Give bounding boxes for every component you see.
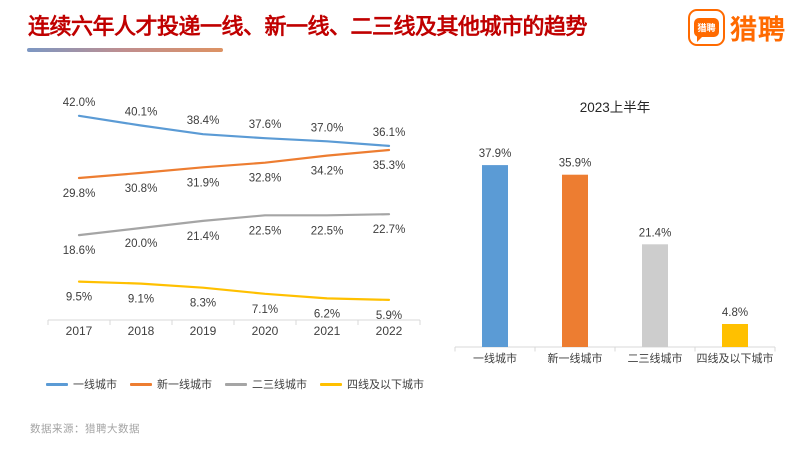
line-chart-legend: 一线城市 新一线城市 二三线城市 四线及以下城市: [40, 376, 430, 392]
bar-category-label: 新一线城市: [548, 351, 603, 365]
legend-item-0: 一线城市: [46, 376, 117, 392]
bar-2: [642, 244, 668, 347]
bar-0: [482, 165, 508, 347]
line-chart: 2017 2018 2019 2020 2021 2022 42.0% 40.1% 38.4% 3…: [47, 97, 421, 338]
data-label: 37.6%: [249, 119, 282, 131]
data-label: 21.4%: [187, 231, 220, 243]
line-series-3: [77, 280, 391, 301]
data-label: 18.6%: [63, 245, 96, 257]
x-axis-label: 2021: [314, 324, 341, 338]
data-label: 9.1%: [128, 294, 154, 306]
data-label: 7.1%: [252, 304, 278, 316]
data-label: 22.5%: [311, 225, 344, 237]
line-series-0: [77, 114, 391, 147]
data-label: 22.5%: [249, 225, 282, 237]
data-label: 42.0%: [63, 97, 96, 109]
data-label: 20.0%: [125, 238, 158, 250]
legend-line-marker: [130, 382, 152, 386]
legend-item-1: 新一线城市: [130, 376, 212, 392]
data-label: 30.8%: [125, 183, 158, 195]
data-label: 37.0%: [311, 122, 344, 134]
x-axis-label: 2020: [252, 324, 279, 338]
data-label: 35.3%: [373, 160, 406, 172]
data-label: 31.9%: [187, 177, 220, 189]
data-label: 29.8%: [63, 188, 96, 200]
liepin-wordmark: 猎聘: [730, 15, 786, 45]
bar-chart-title: 2023上半年: [579, 100, 651, 115]
data-label: 5.9%: [376, 310, 402, 322]
data-label: 36.1%: [373, 127, 406, 139]
data-label: 40.1%: [125, 107, 158, 119]
legend-label: 一线城市: [73, 379, 117, 391]
x-axis-label: 2017: [66, 324, 93, 338]
bar-1: [562, 174, 588, 347]
data-label: 22.7%: [373, 224, 406, 236]
bar-category-label: 一线城市: [473, 351, 517, 365]
data-label: 32.8%: [249, 173, 282, 185]
data-source-note: 数据来源：猎聘大数据: [30, 423, 140, 435]
legend-label: 二三线城市: [252, 379, 307, 391]
legend-label: 四线及以下城市: [347, 379, 424, 391]
bar-chart: 37.9% 一线城市 35.9% 新一线城市 21.4% 二三线城市 4.8% 四线及以下城市: [454, 148, 776, 365]
x-axis-label: 2018: [128, 324, 155, 338]
liepin-logo-icon: 猎聘: [688, 9, 725, 46]
bar-value-label: 4.8%: [722, 307, 748, 319]
data-label: 38.4%: [187, 115, 220, 127]
liepin-logo: 猎聘 猎聘: [688, 8, 786, 47]
bar-category-label: 四线及以下城市: [697, 351, 774, 365]
bar-value-label: 37.9%: [479, 148, 512, 160]
legend-item-2: 二三线城市: [225, 376, 307, 392]
bar-value-label: 21.4%: [639, 227, 672, 239]
bar-3: [722, 324, 748, 347]
legend-line-marker: [46, 382, 68, 386]
legend-line-marker: [320, 382, 342, 386]
bar-value-label: 35.9%: [559, 158, 592, 170]
page-title: 连续六年人才投递一线、新一线、二三线及其他城市的趋势: [28, 14, 588, 39]
legend-label: 新一线城市: [157, 379, 212, 391]
legend-line-marker: [225, 382, 247, 386]
title-underline: [27, 48, 223, 52]
data-label: 34.2%: [311, 166, 344, 178]
data-label: 6.2%: [314, 308, 340, 320]
speech-bubble-icon: 猎聘: [694, 18, 719, 42]
data-label: 9.5%: [66, 292, 92, 304]
line-series-1: [77, 148, 391, 180]
x-axis-label: 2019: [190, 324, 217, 338]
x-axis-label: 2022: [376, 324, 403, 338]
line-series-2: [77, 213, 391, 237]
legend-item-3: 四线及以下城市: [320, 376, 424, 392]
bar-category-label: 二三线城市: [628, 351, 683, 365]
data-label: 8.3%: [190, 298, 216, 310]
